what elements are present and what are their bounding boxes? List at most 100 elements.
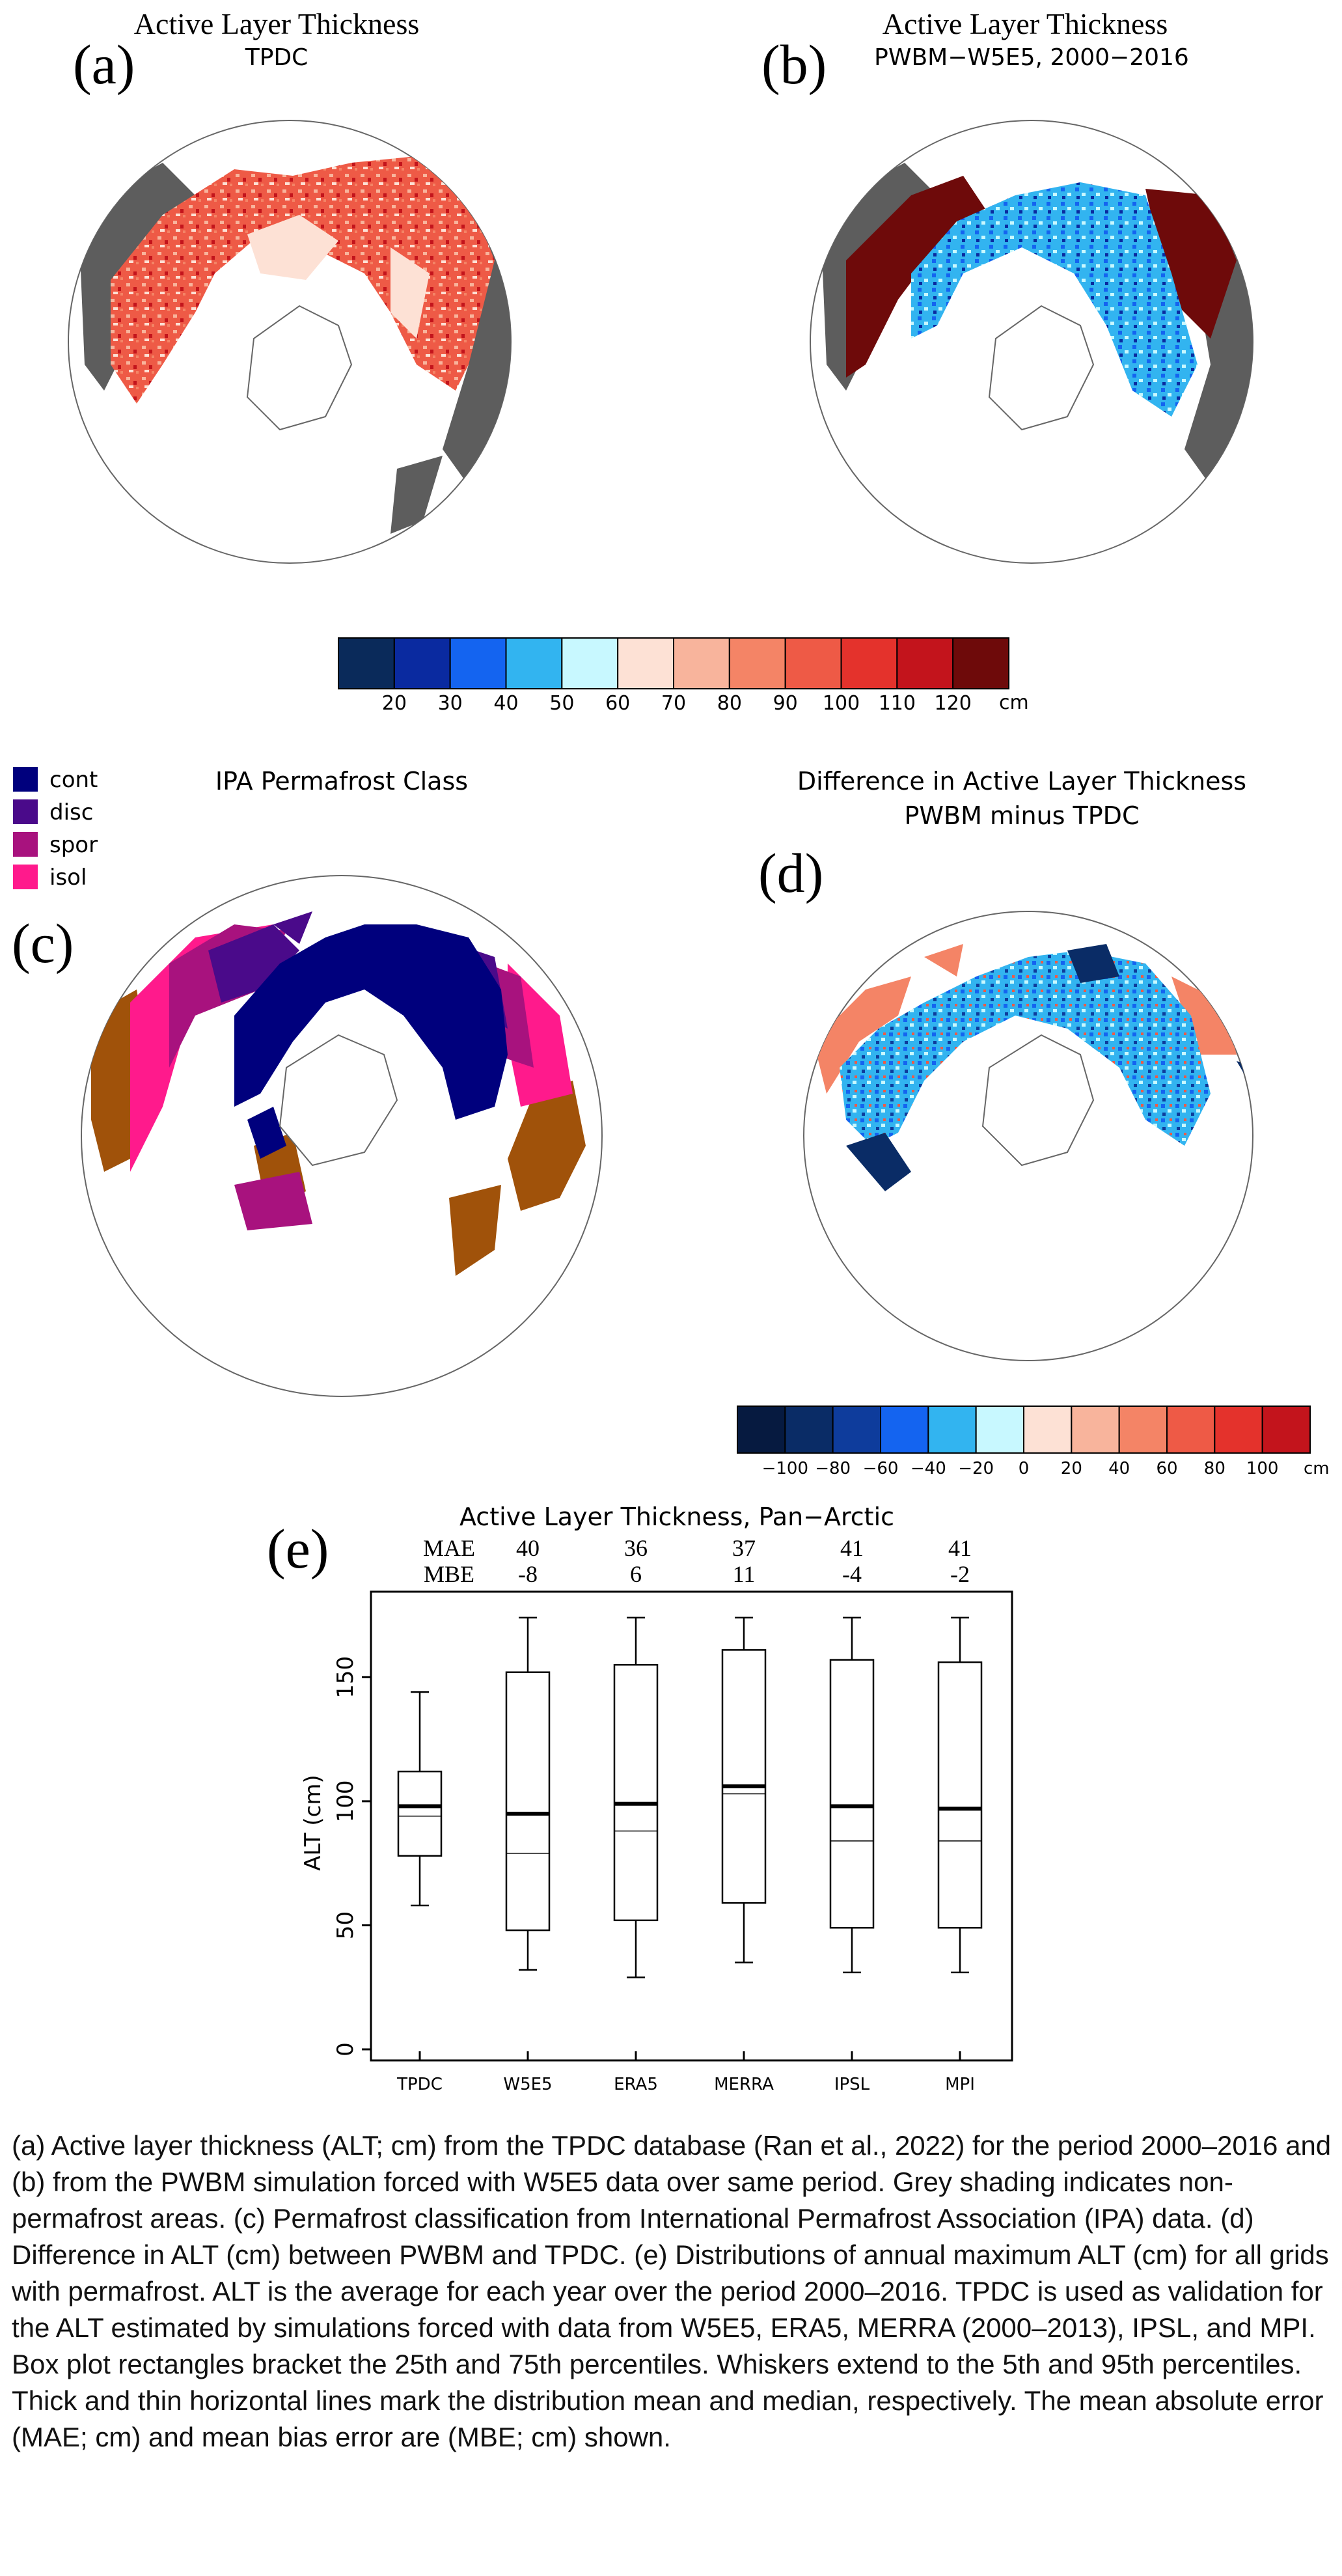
diff-colorbar-swatch: [880, 1406, 929, 1454]
panel-d-map: [803, 911, 1253, 1361]
alt-colorbar-tick-label: 80: [717, 692, 742, 715]
y-tick-label: 0: [333, 2042, 359, 2057]
alt-colorbar-swatch: [952, 637, 1009, 689]
alt-colorbar-unit: cm: [999, 691, 1029, 714]
diff-colorbar-tick-label: −80: [815, 1459, 851, 1478]
diff-colorbar-swatch: [1261, 1406, 1311, 1454]
iqr-box: [937, 1661, 983, 1929]
x-tick-label: MPI: [945, 2075, 975, 2094]
alt-colorbar-swatch: [505, 637, 563, 689]
diff-colorbar-ticks: −100 −80 −60 −40 −20 0 20 40 60 80 100: [762, 1459, 1279, 1478]
diff-colorbar-tick-label: 60: [1156, 1459, 1177, 1478]
alt-colorbar-swatch: [896, 637, 954, 689]
panel-d: (d) Difference in Active Layer Thickness…: [758, 767, 1253, 1361]
diff-colorbar-tick-label: −20: [958, 1459, 994, 1478]
permafrost-region: [111, 156, 495, 404]
alt-colorbar-tick-label: 120: [935, 692, 972, 715]
mae-value: 41: [948, 1535, 972, 1561]
box-w5e5: [505, 1616, 551, 2060]
stats-row: 40 36 37 41 41 -8 6 11 -4 -2: [516, 1535, 972, 1587]
box-series: [397, 1616, 983, 2060]
diff-colorbar-tick-label: −100: [762, 1459, 808, 1478]
alt-colorbar-ticks: 20 30 40 50 60 70 80 90 100 110 120: [382, 692, 972, 715]
nonpermafrost-land: [91, 990, 586, 1276]
panel-b-map: [810, 120, 1253, 564]
panel-b-title: Active Layer Thickness: [883, 7, 1168, 40]
diff-colorbar-swatches: [737, 1406, 1311, 1454]
box-ipsl: [829, 1616, 875, 2060]
greenland: [246, 305, 353, 431]
strong-negative-region: [846, 944, 1253, 1191]
warm-bias-region: [846, 176, 1237, 378]
alt-colorbar-tick-label: 100: [823, 692, 860, 715]
plot-frame: [370, 1590, 1013, 2062]
legend-swatch-isol: [13, 865, 38, 889]
panel-a-title: Active Layer Thickness: [134, 7, 420, 40]
panel-c-title: IPA Permafrost Class: [215, 767, 468, 796]
panel-a-subtitle: TPDC: [245, 44, 308, 71]
panel-c: (c) IPA Permafrost Class cont disc spor iso…: [12, 767, 603, 1397]
box-merra: [721, 1616, 767, 2060]
diff-colorbar-swatch: [784, 1406, 834, 1454]
y-tick-label: 100: [333, 1780, 359, 1822]
alt-colorbar-swatch: [338, 637, 395, 689]
diff-colorbar-swatch: [1166, 1406, 1216, 1454]
diff-colorbar-swatch: [975, 1406, 1024, 1454]
diff-colorbar-swatch: [1214, 1406, 1263, 1454]
x-tick-label: MERRA: [714, 2075, 774, 2094]
alt-colorbar-tick-label: 70: [661, 692, 686, 715]
iqr-box: [397, 1770, 443, 1857]
panel-e: (e) Active Layer Thickness, Pan−Arctic M…: [267, 1503, 1013, 2094]
legend-label-isol: isol: [49, 865, 87, 891]
chart-title: Active Layer Thickness, Pan−Arctic: [459, 1503, 894, 1531]
alt-colorbar-swatch: [393, 637, 451, 689]
x-axis-labels: TPDC W5E5 ERA5 MERRA IPSL MPI: [396, 2075, 975, 2094]
box-era5: [613, 1616, 659, 2060]
diff-colorbar-tick-label: 100: [1246, 1459, 1279, 1478]
diff-colorbar-tick-label: −40: [911, 1459, 946, 1478]
box-tpdc: [397, 1691, 443, 2060]
alt-colorbar-tick-label: 90: [773, 692, 798, 715]
alt-colorbar-swatch: [728, 637, 786, 689]
diff-colorbar-swatch: [1118, 1406, 1168, 1454]
diff-colorbar-tick-label: 80: [1204, 1459, 1226, 1478]
diff-colorbar-tick-label: 20: [1061, 1459, 1082, 1478]
alt-colorbar-swatch: [617, 637, 675, 689]
cold-bias-region: [911, 182, 1198, 417]
legend-label-spor: spor: [49, 832, 98, 858]
negative-difference-region: [840, 950, 1211, 1146]
greenland: [279, 1034, 398, 1167]
alt-colorbar-swatch: [840, 637, 898, 689]
legend-label-cont: cont: [49, 767, 98, 793]
iqr-box: [721, 1649, 767, 1904]
greenland: [988, 305, 1095, 431]
x-tick-label: ERA5: [614, 2075, 658, 2094]
y-tick-label: 150: [333, 1656, 359, 1698]
diff-colorbar-swatch: [1071, 1406, 1120, 1454]
alt-colorbar-tick-label: 40: [493, 692, 518, 715]
discontinuous-zone: [208, 911, 508, 1029]
diff-colorbar-swatch: [1023, 1406, 1073, 1454]
diff-colorbar-swatch: [832, 1406, 881, 1454]
panel-d-subtitle: PWBM minus TPDC: [905, 801, 1140, 830]
iqr-box: [505, 1671, 551, 1932]
mbe-value: 11: [733, 1561, 756, 1587]
diff-colorbar-unit: cm: [1304, 1459, 1330, 1478]
alt-colorbar-swatch: [784, 637, 842, 689]
alt-colorbar-swatches: [338, 637, 1009, 689]
y-axis-label: ALT (cm): [300, 1775, 326, 1870]
panel-b-subtitle: PWBM−W5E5, 2000−2016: [874, 44, 1189, 71]
alt-colorbar-tick-label: 20: [382, 692, 407, 715]
mbe-value: 6: [630, 1561, 642, 1587]
mbe-value: -2: [950, 1561, 970, 1587]
x-tick-label: W5E5: [503, 2075, 552, 2094]
iqr-box: [829, 1659, 875, 1929]
panel-b: (b) Active Layer Thickness PWBM−W5E5, 20…: [761, 7, 1253, 564]
x-tick-label: IPSL: [834, 2075, 870, 2094]
alt-colorbar-swatch: [449, 637, 507, 689]
y-tick-label: 50: [333, 1911, 359, 1939]
diff-colorbar-swatch: [927, 1406, 977, 1454]
box-mpi: [937, 1616, 983, 2060]
x-tick-label: TPDC: [396, 2075, 443, 2094]
panel-a: (a) Active Layer Thickness TPDC: [68, 7, 512, 564]
